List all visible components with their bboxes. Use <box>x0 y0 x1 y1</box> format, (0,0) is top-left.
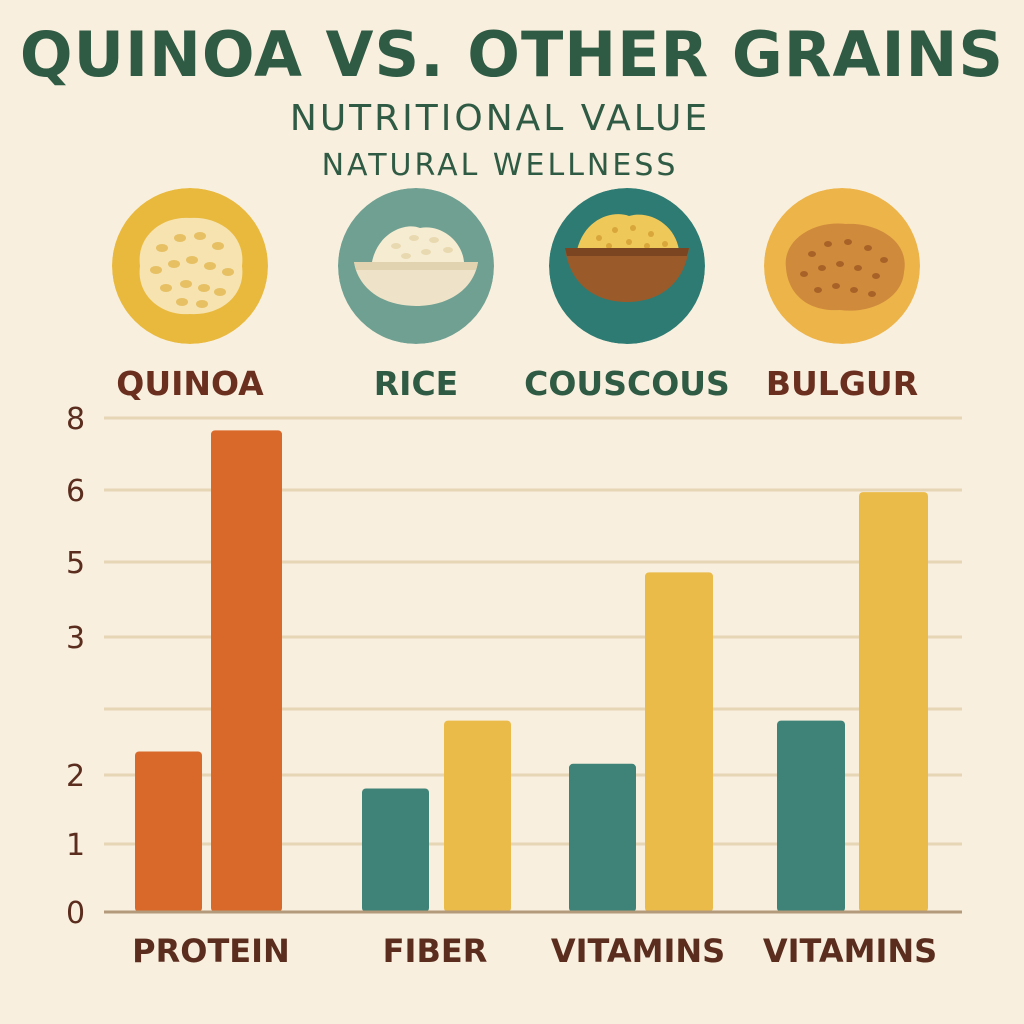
bar <box>444 720 511 912</box>
grain-rice: RICE <box>301 188 531 403</box>
y-tick-label: 1 <box>66 828 85 863</box>
y-tick-label: 6 <box>66 474 85 509</box>
y-tick-label: 0 <box>66 896 85 931</box>
grain-label: QUINOA <box>116 364 264 403</box>
bar <box>645 572 713 912</box>
bar <box>135 751 202 912</box>
bar <box>569 763 636 912</box>
bars <box>135 430 928 912</box>
grain-label: BULGUR <box>765 364 919 403</box>
category-label: VITAMINS <box>551 932 725 970</box>
bulgur-icon <box>764 188 920 344</box>
y-tick-label: 5 <box>66 546 85 581</box>
page-title: QUINOA VS. OTHER GRAINS <box>19 18 1005 91</box>
bar <box>211 430 282 912</box>
bar <box>777 720 845 912</box>
y-tick-label: 8 <box>66 402 85 437</box>
grain-label: RICE <box>373 364 459 403</box>
subtitle: NUTRITIONAL VALUE <box>289 98 711 139</box>
grain-label: COUSCOUS <box>524 364 730 403</box>
y-tick-labels: 0 1 2 3 5 6 8 <box>66 402 85 931</box>
rice-bowl-icon <box>338 188 494 344</box>
category-label: FIBER <box>383 932 488 970</box>
y-tick-label: 2 <box>66 759 85 794</box>
bar <box>859 492 928 912</box>
category-label: VITAMINS <box>763 932 937 970</box>
grain-quinoa: QUINOA <box>75 188 305 403</box>
quinoa-icon <box>112 188 268 344</box>
grain-bulgur: BULGUR <box>727 188 957 403</box>
y-tick-label: 3 <box>66 621 85 656</box>
tagline: NATURAL WELLNESS <box>321 148 679 183</box>
bar <box>362 788 429 912</box>
grain-couscous: COUSCOUS <box>512 188 742 403</box>
category-labels: PROTEIN FIBER VITAMINS VITAMINS <box>132 932 937 970</box>
couscous-bowl-icon <box>549 188 705 344</box>
category-label: PROTEIN <box>132 932 290 970</box>
